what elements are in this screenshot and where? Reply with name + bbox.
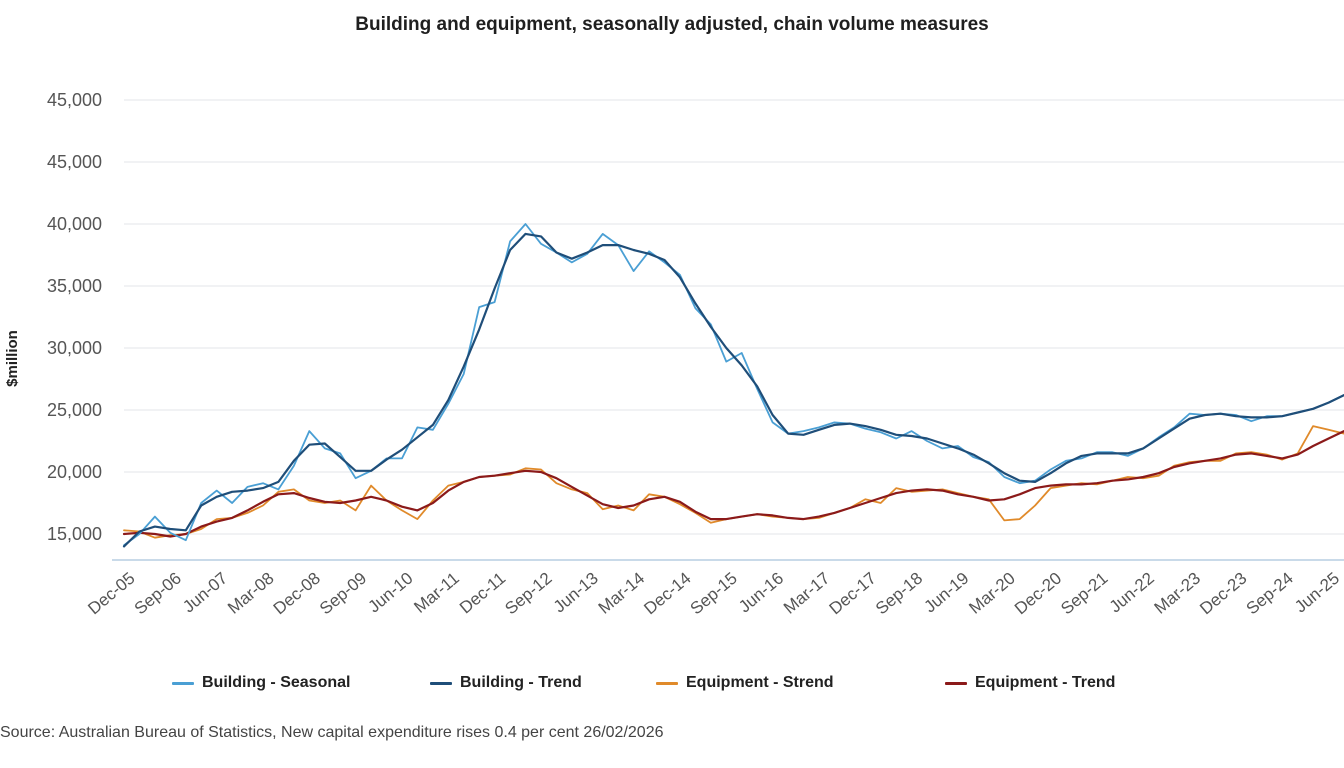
legend-entry-building-trend[interactable]: Building - Trend [430, 674, 582, 692]
legend-label: Equipment - Trend [975, 674, 1116, 691]
chart-title: Building and equipment, seasonally adjus… [355, 14, 989, 35]
x-tick-label: Sep-06 [131, 569, 185, 619]
x-tick-label: Jun-10 [365, 569, 417, 617]
series-line-building-trend [122, 232, 1344, 548]
legend-swatch-icon [172, 681, 194, 685]
legend-entry-equipment-strend[interactable]: Equipment - Strend [656, 674, 834, 692]
x-tick-label: Mar-14 [595, 569, 648, 618]
x-tick-label: Sep-18 [872, 569, 926, 619]
x-tick-label: Sep-15 [687, 569, 741, 619]
legend-swatch-icon [430, 681, 452, 685]
legend-entry-equipment-trend[interactable]: Equipment - Trend [945, 674, 1115, 692]
x-tick-label: Mar-08 [224, 569, 277, 618]
legend-swatch-icon [945, 681, 967, 685]
y-tick-label: 45,000 [47, 90, 102, 110]
y-tick-label: 25,000 [47, 400, 102, 420]
x-tick-label: Dec-20 [1011, 569, 1065, 619]
y-tick-label: 30,000 [47, 338, 102, 358]
series-line-equipment-trend [122, 430, 1344, 538]
y-tick-label: 15,000 [47, 524, 102, 544]
chart-legend: Building - Seasonal Building - Trend Equ… [0, 674, 1344, 698]
y-tick-label: 40,000 [47, 214, 102, 234]
legend-swatch-icon [656, 681, 678, 685]
series-line-equipment-strend [123, 425, 1344, 539]
x-tick-label: Jun-22 [1106, 569, 1158, 617]
x-tick-label: Dec-05 [84, 569, 138, 619]
x-tick-label: Sep-12 [501, 569, 555, 619]
x-tick-label: Jun-25 [1291, 569, 1343, 617]
x-tick-label: Jun-16 [735, 569, 787, 617]
x-tick-label: Dec-23 [1196, 569, 1250, 619]
legend-entry-building-seasonal[interactable]: Building - Seasonal [172, 674, 350, 692]
legend-label: Equipment - Strend [686, 674, 834, 691]
x-tick-label: Jun-07 [179, 569, 231, 617]
x-tick-label: Jun-13 [550, 569, 602, 617]
x-tick-label: Jun-19 [920, 569, 972, 617]
x-tick-label: Sep-21 [1057, 569, 1111, 619]
x-tick-label: Mar-17 [780, 569, 833, 618]
x-tick-label: Dec-14 [640, 569, 694, 619]
y-tick-label: 35,000 [47, 276, 102, 296]
x-tick-label: Dec-11 [456, 569, 509, 618]
x-tick-label: Mar-23 [1151, 569, 1204, 618]
x-tick-label: Sep-09 [316, 569, 370, 619]
chart-plot-area: 45,000 45,000 40,000 35,000 30,000 25,000 20,0… [47, 90, 1344, 619]
source-note: Source: Australian Bureau of Statistics,… [0, 724, 664, 741]
legend-label: Building - Seasonal [202, 674, 351, 691]
x-tick-label: Dec-17 [826, 569, 880, 619]
x-tick-label: Sep-24 [1243, 569, 1297, 619]
legend-label: Building - Trend [460, 674, 582, 691]
x-tick-label: Mar-11 [410, 569, 463, 617]
y-tick-label: 20,000 [47, 462, 102, 482]
y-tick-label: 45,000 [47, 152, 102, 172]
x-tick-label: Mar-20 [965, 569, 1018, 618]
x-tick-label: Dec-08 [270, 569, 324, 619]
